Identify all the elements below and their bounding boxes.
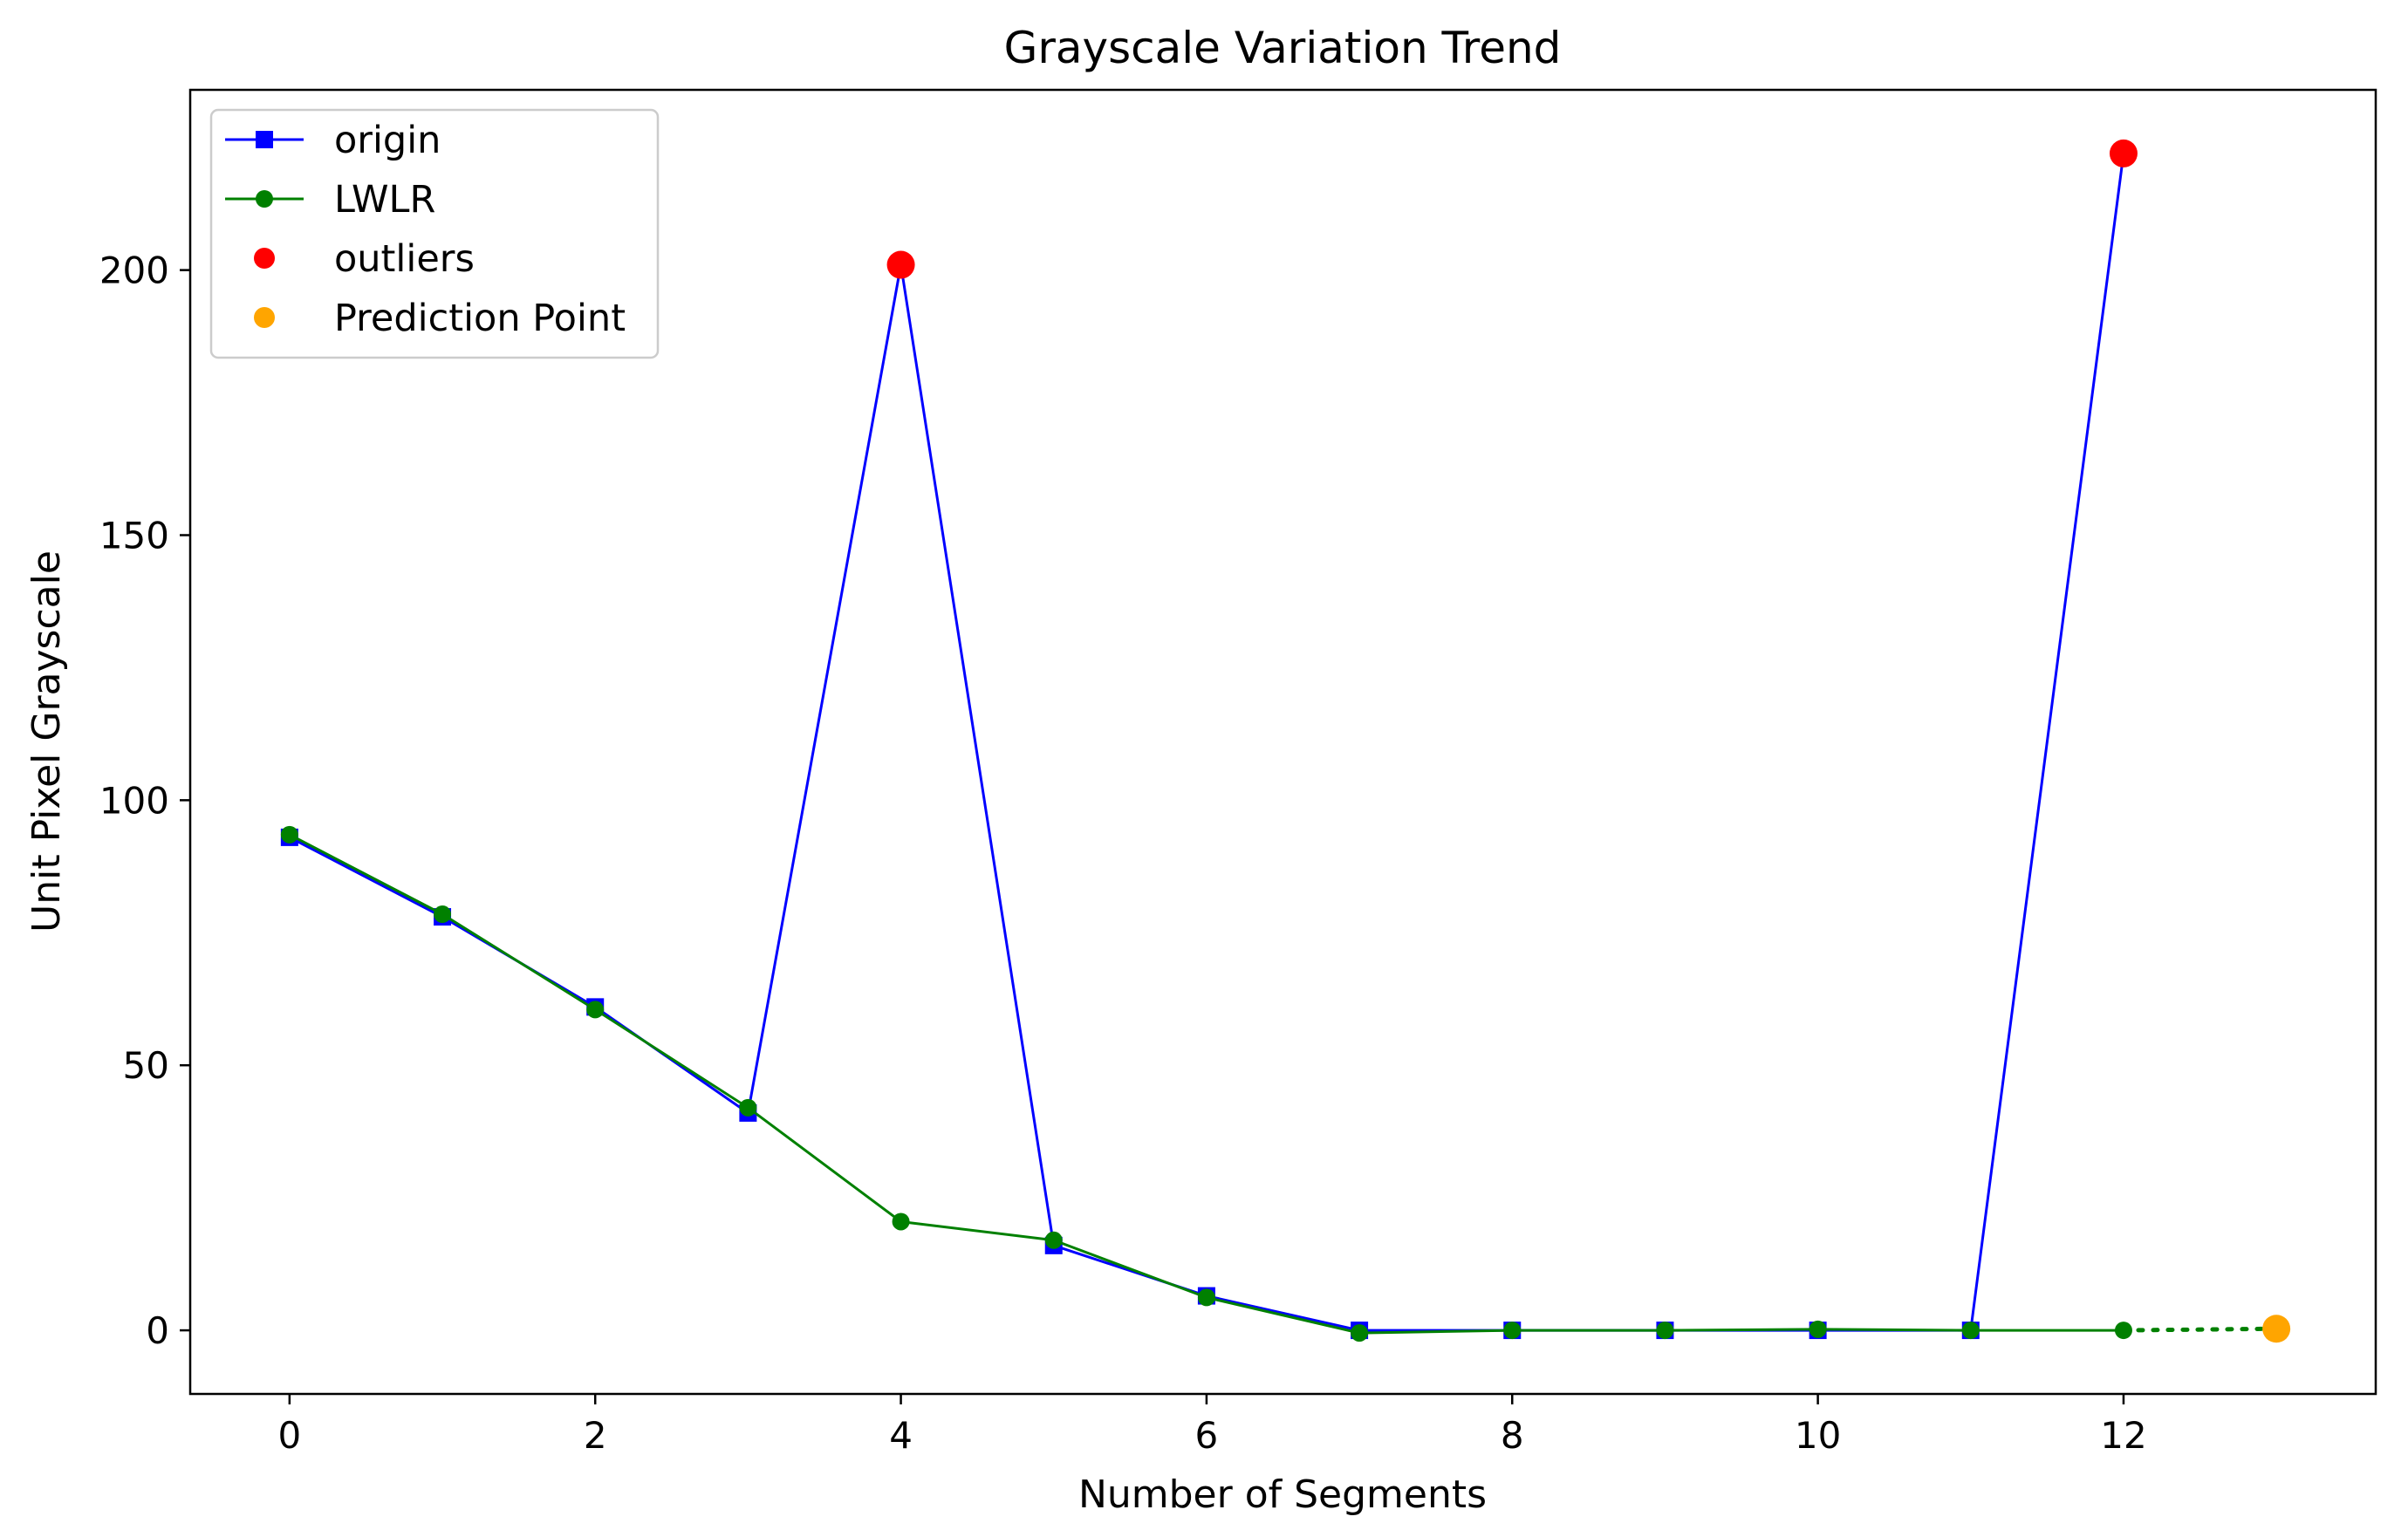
legend-label: LWLR [334,178,435,222]
legend-box [209,108,660,359]
x-axis-ticks: 0 2 4 6 8 10 12 [277,1394,2147,1457]
lwlr-series [280,825,2132,1342]
legend-item-origin: origin [225,119,441,162]
legend: origin LWLR outliers Prediction Point [209,108,660,359]
lwlr-point [1351,1324,1369,1342]
legend-item-lwlr: LWLR [225,178,435,222]
y-tick-label: 50 [123,1044,169,1087]
outliers-point [886,250,915,279]
legend-swatch-dot [254,248,275,269]
x-tick-label: 12 [2100,1414,2146,1457]
x-tick-label: 0 [277,1414,301,1457]
lwlr-point [1809,1320,1827,1338]
lwlr-point [586,1001,605,1019]
legend-item-outliers: outliers [254,237,475,281]
y-tick-label: 150 [99,514,169,557]
x-tick-label: 6 [1195,1414,1219,1457]
lwlr-point [1656,1322,1674,1340]
lwlr-point [892,1213,910,1231]
plot-frame [188,88,2377,1396]
legend-item-prediction-point: Prediction Point [254,297,626,340]
lwlr-point [256,190,273,208]
y-axis-label: Unit Pixel Grayscale [24,550,69,932]
legend-label: origin [334,119,441,162]
prediction-link-line [2121,1326,2279,1333]
prediction-point-series [2262,1315,2291,1343]
x-axis-label: Number of Segments [1078,1472,1487,1517]
lwlr-point [1961,1322,1980,1340]
chart-title: Grayscale Variation Trend [1004,23,1562,73]
outliers-point [2109,139,2138,167]
legend-label: Prediction Point [334,297,626,340]
x-tick-label: 8 [1501,1414,1524,1457]
lwlr-point [2114,1322,2132,1340]
prediction-point-point [2262,1315,2291,1343]
x-tick-label: 10 [1795,1414,1841,1457]
y-tick-label: 200 [99,249,169,292]
lwlr-point [280,825,298,844]
lwlr-point [739,1098,757,1117]
lwlr-point [1503,1322,1522,1340]
y-tick-label: 0 [146,1309,169,1352]
y-axis-ticks: 0 50 100 150 200 [99,249,190,1352]
lwlr-point [434,905,452,924]
outliers-series [886,139,2138,279]
lwlr-point [1044,1231,1063,1249]
y-tick-label: 100 [99,779,169,822]
plot-marks [280,139,2291,1343]
lwlr-point [1197,1288,1215,1307]
legend-label: outliers [334,237,475,281]
legend-swatch-dot [254,307,275,328]
x-tick-label: 2 [584,1414,607,1457]
origin-point [256,131,273,148]
x-tick-label: 4 [889,1414,913,1457]
